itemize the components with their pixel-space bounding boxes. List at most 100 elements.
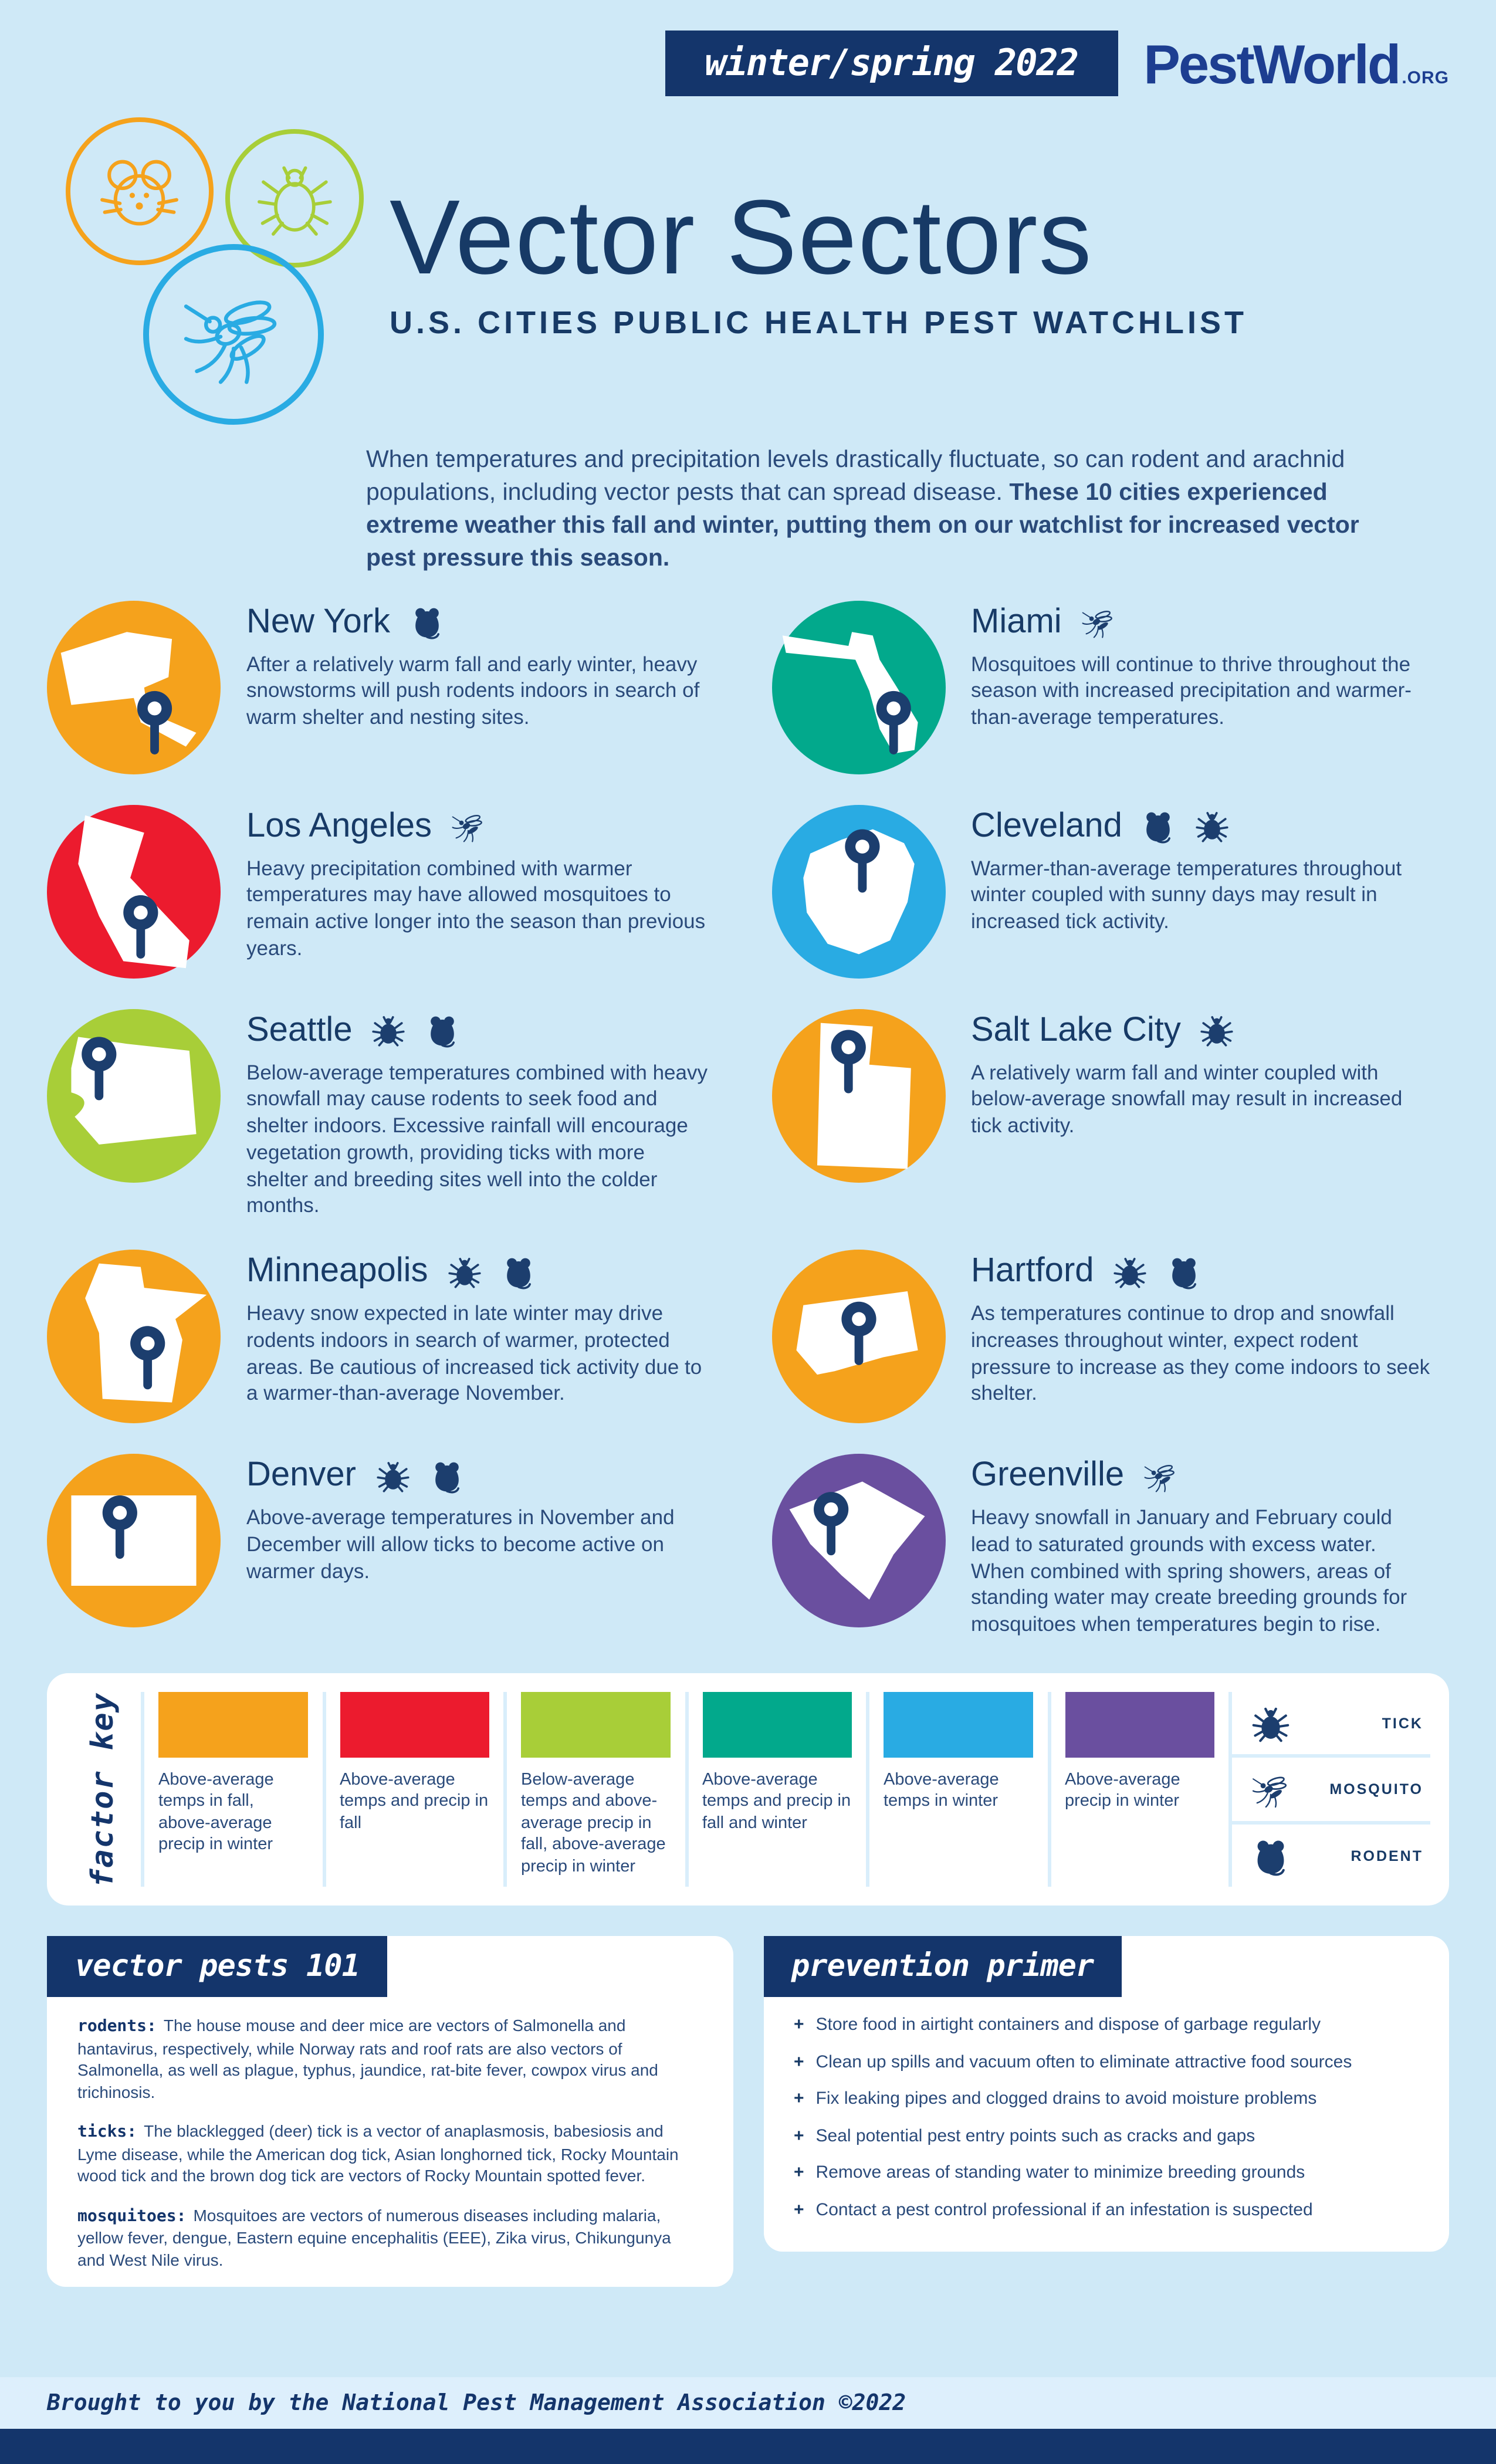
- factor-text: Above-average temps in winter: [884, 1770, 999, 1811]
- prevention-item: + Store food in airtight containers and d…: [794, 2014, 1419, 2037]
- factor-text: Above-average temps and precip in fall a…: [702, 1770, 851, 1833]
- city-name: New York: [246, 603, 391, 640]
- factor-blue: Above-average temps in winter: [866, 1691, 1047, 1887]
- city-name: Greenville: [971, 1456, 1125, 1494]
- lime-swatch: [521, 1691, 671, 1758]
- city-description: As temperatures continue to drop and sno…: [971, 1301, 1430, 1405]
- factor-purple: Above-average precip in winter: [1047, 1691, 1228, 1887]
- intro-normal: When temperatures and precipitation leve…: [366, 446, 1345, 506]
- factor-key-label: factor key: [86, 1691, 121, 1887]
- seattle-map-badge: [47, 1008, 221, 1182]
- tick-icon: [375, 1458, 410, 1493]
- legend-row-mosquito: MOSQUITO: [1232, 1754, 1430, 1821]
- plus-icon: +: [794, 2162, 804, 2183]
- legend-label: MOSQUITO: [1329, 1781, 1423, 1798]
- orange-swatch: [158, 1691, 308, 1758]
- city-description: Below-average temperatures combined with…: [246, 1060, 708, 1217]
- red-swatch: [340, 1691, 489, 1758]
- city-name: Salt Lake City: [971, 1011, 1181, 1048]
- cleveland-map-badge: [771, 804, 945, 978]
- legend-label: RODENT: [1351, 1847, 1423, 1864]
- prevention-item: + Seal potential pest entry points such a…: [794, 2125, 1419, 2148]
- florida-state-shape: [781, 631, 918, 753]
- new-york-state-shape: [60, 631, 197, 746]
- intro-paragraph: When temperatures and precipitation leve…: [366, 444, 1389, 574]
- mosquito-icon: [1143, 1458, 1178, 1493]
- mosquitoes-text: Mosquitoes are vectors of numerous disea…: [77, 2205, 671, 2269]
- prevention-item: + Contact a pest control professional if …: [794, 2199, 1419, 2222]
- city-card-miami: Miami Mosquitoes will continue to thrive…: [771, 600, 1449, 774]
- california-state-shape: [78, 814, 189, 968]
- factor-text: Above-average precip in winter: [1065, 1770, 1180, 1811]
- tick-icon: [1113, 1254, 1148, 1289]
- city-name: Seattle: [246, 1011, 353, 1048]
- city-name: Minneapolis: [246, 1252, 428, 1289]
- vector-pests-title: vector pests 101: [47, 1936, 388, 1998]
- blue-swatch: [884, 1691, 1033, 1758]
- factor-orange: Above-average temps in fall, above-avera…: [141, 1691, 322, 1887]
- city-name: Los Angeles: [246, 807, 432, 844]
- rodent-icon: [1251, 1836, 1291, 1876]
- prevention-item: + Fix leaking pipes and clogged drains to…: [794, 2088, 1419, 2111]
- colorado-state-shape: [71, 1495, 197, 1586]
- prevention-list: + Store food in airtight containers and d…: [794, 2014, 1419, 2222]
- plus-icon: +: [794, 2015, 804, 2035]
- new-york-map-badge: [47, 600, 221, 774]
- logo-suffix: .ORG: [1402, 67, 1449, 87]
- city-description: Heavy snow expected in late winter may d…: [246, 1301, 702, 1405]
- pest-legend: TICK MOSQUITO RODENT: [1228, 1691, 1430, 1887]
- city-card-new-york: New York After a relatively warm fall an…: [47, 600, 725, 774]
- footer: Brought to you by the National Pest Mana…: [0, 2377, 1496, 2464]
- factor-key-panel: factor key Above-average temps in fall, …: [47, 1673, 1449, 1906]
- city-card-los-angeles: Los Angeles Heavy precipitation combined…: [47, 804, 725, 978]
- mosquito-icon: [451, 808, 486, 844]
- greenville-map-badge: [771, 1454, 945, 1627]
- prevention-item: + Remove areas of standing water to minim…: [794, 2162, 1419, 2185]
- city-name: Hartford: [971, 1252, 1094, 1289]
- hero-rodent-circle: [66, 117, 214, 265]
- ticks-text: The blacklegged (deer) tick is a vector …: [77, 2121, 679, 2185]
- hartford-map-badge: [771, 1250, 945, 1423]
- prevention-item: + Clean up spills and vacuum often to eli…: [794, 2051, 1419, 2074]
- pestworld-logo: PestWorld .ORG: [1143, 31, 1449, 96]
- rodent-icon: [409, 604, 444, 639]
- city-card-cleveland: Cleveland Warmer-than-average temperatur…: [771, 804, 1449, 978]
- plus-icon: +: [794, 2052, 804, 2072]
- city-card-seattle: Seattle Below-average temperatures combi…: [47, 1008, 725, 1219]
- los-angeles-map-badge: [47, 804, 221, 978]
- salt-lake-city-map-badge: [771, 1008, 945, 1182]
- vector-pests-panel: vector pests 101 rodents: The house mouse…: [47, 1936, 733, 2287]
- teal-swatch: [702, 1691, 852, 1758]
- city-watchlist-grid: New York After a relatively warm fall an…: [47, 600, 1449, 1638]
- hero-tick-circle: [225, 129, 364, 268]
- tick-icon: [1195, 808, 1230, 844]
- minneapolis-map-badge: [47, 1250, 221, 1423]
- plus-icon: +: [794, 2125, 804, 2146]
- logo-main: PestWorld: [1143, 32, 1401, 94]
- map-pin-icon: [123, 894, 158, 958]
- mosquito-icon: [180, 280, 287, 388]
- city-name: Cleveland: [971, 807, 1122, 844]
- ticks-entry: ticks: The blacklegged (deer) tick is a v…: [77, 2120, 702, 2187]
- mouse-icon: [95, 147, 184, 235]
- city-description: Heavy precipitation combined with warmer…: [246, 856, 706, 960]
- hero-mosquito-circle: [143, 244, 324, 425]
- header: winter/spring 2022 PestWorld .ORG: [47, 0, 1449, 96]
- rodent-icon: [425, 1013, 461, 1048]
- city-card-greenville: Greenville Heavy snowfall in January and…: [771, 1454, 1449, 1638]
- mosquitoes-entry: mosquitoes: Mosquitoes are vectors of num…: [77, 2204, 702, 2270]
- attribution-strip: Brought to you by the National Pest Mana…: [0, 2377, 1496, 2429]
- page-subtitle: U.S. CITIES PUBLIC HEALTH PEST WATCHLIST: [390, 305, 1248, 340]
- city-description: A relatively warm fall and winter couple…: [971, 1060, 1403, 1137]
- miami-map-badge: [771, 600, 945, 774]
- rodents-text: The house mouse and deer mice are vector…: [77, 2016, 658, 2101]
- factor-text: Above-average temps and precip in fall: [340, 1770, 489, 1833]
- prevention-panel: prevention primer + Store food in airtigh…: [763, 1936, 1449, 2252]
- city-name: Miami: [971, 603, 1062, 640]
- city-description: Above-average temperatures in November a…: [246, 1505, 675, 1582]
- city-description: After a relatively warm fall and early w…: [246, 652, 700, 729]
- mosquito-icon: [1251, 1769, 1291, 1809]
- prevention-title: prevention primer: [763, 1936, 1122, 1998]
- rodents-entry: rodents: The house mouse and deer mice ar…: [77, 2015, 702, 2103]
